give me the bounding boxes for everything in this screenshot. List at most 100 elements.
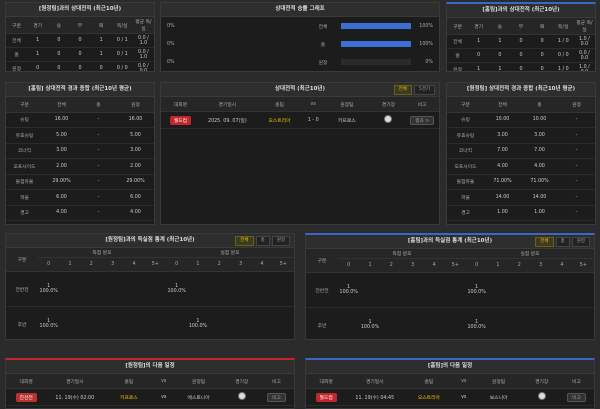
tab[interactable]: 전체 — [535, 237, 554, 247]
goal-cell — [529, 307, 552, 339]
cell: - — [558, 220, 595, 224]
goal-cell — [101, 306, 124, 339]
panel-title: [홈팀]의 다음 일정 — [427, 363, 473, 369]
panel: [원정팀]과의 득실점 통계 (최근10년) 전체 홈 원정 구분 득점 분포 실점 분포 0… — [5, 233, 295, 340]
goal-pct: 100.0% — [467, 290, 486, 295]
cell: 0 — [531, 62, 553, 71]
cell: - — [80, 127, 117, 144]
cell: 29.00% — [117, 174, 154, 190]
cell: 0.0 / 1.0 — [132, 33, 154, 48]
panel-header: [홈팀]과의 득실점 통계 (최근10년) 전체 홈 원정 — [306, 235, 594, 249]
cell: - — [80, 220, 117, 224]
stadium-icon — [384, 115, 393, 123]
bin-header: 0 — [338, 258, 360, 273]
match-table: 대회명 경기일시 홈팀 vs 원정팀 경기장 비고 월드컵 11. 19(수) 04:45 오스트… — [306, 374, 594, 406]
bin-header: 2 — [80, 257, 102, 272]
goal-count: 1 — [475, 320, 479, 325]
column-header: 구분 — [447, 97, 484, 113]
column-header: 구분 — [6, 17, 28, 34]
cell: 코너킥 — [6, 143, 43, 159]
home-team: 키프로스 — [103, 388, 155, 406]
bar-track — [187, 23, 305, 29]
column-header: 경기장 — [224, 374, 260, 389]
cell: 0 — [48, 61, 70, 71]
panel: [원정팀] 상대전적 경과 종합 (최근10년 평균) 구분 전체 홈 원정 슈팅 10.0… — [446, 82, 596, 225]
tab[interactable]: 5경기 — [413, 85, 435, 95]
panel: [홈팀]과의 득실점 통계 (최근10년) 전체 홈 원정 구분 득점 분포 실점 분포 0 1… — [305, 233, 595, 340]
table-row: 파울 14.00 14.00- — [447, 189, 595, 206]
column-header: 홈팀 — [254, 97, 305, 112]
cell: 71.00% — [521, 174, 558, 190]
cell: 1.0 / 0.0 — [573, 62, 595, 71]
goal-cell: 1 100.0% — [359, 307, 381, 339]
tab[interactable]: 전체 — [393, 85, 412, 95]
cell: 6.00 — [43, 189, 80, 206]
bin-header: 1 — [359, 258, 381, 273]
cell: 0 — [489, 48, 511, 63]
cell: 29.00% — [43, 174, 80, 190]
cell: 볼점유율 — [6, 174, 43, 190]
bin-row: 0 1 2 3 4 5+ 0 1 2 3 4 5+ — [306, 258, 594, 273]
row-label: 홈 — [320, 42, 326, 48]
cell: - — [558, 127, 595, 144]
column-header: 홈팀 — [103, 374, 155, 389]
cell: 친선전 — [6, 388, 47, 406]
bin-header: 0 — [165, 257, 188, 272]
match-date: 11. 19(수) 02:00 — [46, 388, 104, 406]
match-center: vs — [154, 388, 173, 406]
column-header: 경기장 — [371, 97, 406, 112]
panel-header: [원정팀]과의 상대전적 (최근10년) — [6, 3, 154, 17]
cell: - — [80, 189, 117, 206]
column-header: vs — [154, 374, 173, 389]
tab[interactable]: 원정 — [571, 237, 590, 247]
tab[interactable]: 전체 — [235, 236, 254, 246]
cell: 14.00 — [521, 189, 558, 206]
cell: 퇴장 — [6, 220, 43, 224]
goal-cell — [423, 307, 445, 339]
bin-header: 4 — [423, 258, 445, 273]
column-header: 원정팀 — [172, 374, 225, 389]
goal-cell: 1 100.0% — [338, 272, 360, 308]
column-header: 원정팀 — [322, 97, 372, 112]
graph-row: 0% 홈 100% — [161, 35, 439, 53]
goal-cell — [487, 272, 509, 308]
cell: 4.00 — [43, 205, 80, 221]
panel-header: [홈팀]의 다음 일정 — [306, 360, 594, 374]
table-row: 볼점유율 29.00% -29.00% — [6, 174, 154, 190]
bin-header: 5+ — [144, 257, 166, 272]
cell: 0 — [468, 48, 490, 63]
stats-table: 구분 경기 승 무 패 득/실 평균 득/실 전체 1 0 0 1 0 / 1 0.0 / 1.0 홈 1 0 0… — [6, 17, 154, 71]
cell: 1 — [27, 33, 49, 48]
goal-pct: 100.0% — [188, 324, 208, 329]
bin-header: 2 — [508, 258, 530, 273]
note-button[interactable]: 비고 — [567, 392, 586, 402]
tab[interactable]: 원정 — [271, 236, 290, 246]
cell: 1 — [27, 47, 49, 62]
bin-header: 2 — [380, 258, 402, 273]
match-row: 월드컵 2025. 09. 07(일) 오스트리아 1 - 0 키프로스 결과 > — [161, 111, 439, 129]
match-date: 2025. 09. 07(일) — [199, 111, 255, 129]
goal-table: 구분 득점 분포 실점 분포 0 1 2 3 4 5+ 0 1 2 3 4 5+ 전반전 1 100.0% 1 100… — [306, 249, 594, 339]
goal-cell — [380, 307, 402, 339]
home-team: 오스트리아 — [254, 111, 305, 129]
home-team: 오스트리아 — [403, 388, 455, 406]
row-label: 전체 — [318, 24, 328, 30]
tab[interactable]: 홈 — [555, 237, 570, 247]
cell: 4.00 — [117, 205, 154, 221]
cell: 0 — [510, 62, 532, 71]
note-button[interactable]: 비고 — [267, 392, 286, 402]
note-button[interactable]: 결과 > — [409, 115, 435, 125]
goal-cell — [401, 307, 424, 339]
tab[interactable]: 홈 — [255, 236, 270, 246]
cell: 6.00 — [117, 189, 154, 206]
cell: 파울 — [447, 189, 484, 206]
cell: 0 / 0 — [111, 61, 133, 71]
goal-cell — [144, 306, 166, 339]
cell: - — [80, 174, 117, 190]
column-header: 원정 — [558, 97, 595, 113]
cell: 1 / 0 — [552, 62, 574, 71]
header-row: 대회명 경기일시 홈팀 vs 원정팀 경기장 비고 — [161, 97, 439, 112]
right-rate: 100% — [419, 41, 433, 47]
cell: - — [484, 220, 521, 224]
column-header: 원정팀 — [472, 374, 525, 389]
